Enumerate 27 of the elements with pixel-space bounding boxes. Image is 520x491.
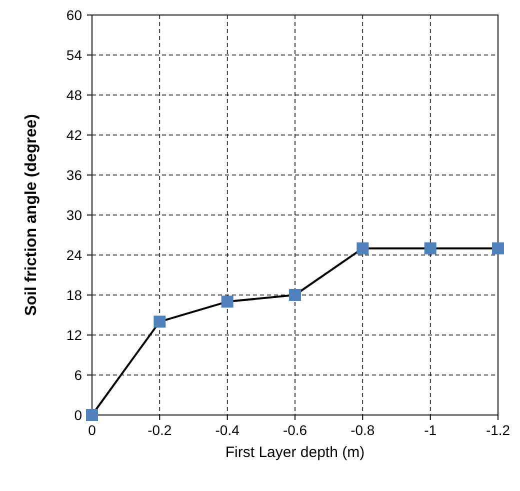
y-tick-label: 0 (74, 407, 82, 423)
y-tick-label: 12 (66, 327, 82, 343)
y-tick-label: 36 (66, 167, 82, 183)
y-tick-label: 60 (66, 7, 82, 23)
point (492, 242, 504, 254)
y-tick-label: 42 (66, 127, 82, 143)
x-tick-label: -1 (424, 422, 437, 438)
y-tick-label: 30 (66, 207, 82, 223)
y-tick-label: 18 (66, 287, 82, 303)
x-tick-label: -0.6 (282, 422, 308, 438)
y-tick-label: 48 (66, 87, 82, 103)
point (424, 242, 436, 254)
x-axis-title: First Layer depth (m) (225, 444, 365, 461)
point (289, 289, 301, 301)
point (356, 242, 369, 254)
x-tick-label: 0 (88, 422, 96, 438)
point (221, 296, 234, 308)
y-tick-label: 24 (66, 247, 82, 263)
x-tick-label: -0.4 (215, 422, 240, 438)
x-tick-label: -1.2 (486, 422, 510, 438)
y-tick-label: 6 (74, 367, 82, 383)
x-tick-label: -0.8 (350, 422, 375, 438)
point (86, 409, 98, 421)
point (154, 316, 166, 328)
y-axis-title: Soil friction angle (degree) (23, 114, 40, 316)
x-tick-label: -0.2 (148, 422, 172, 438)
y-tick-label: 54 (66, 47, 82, 63)
